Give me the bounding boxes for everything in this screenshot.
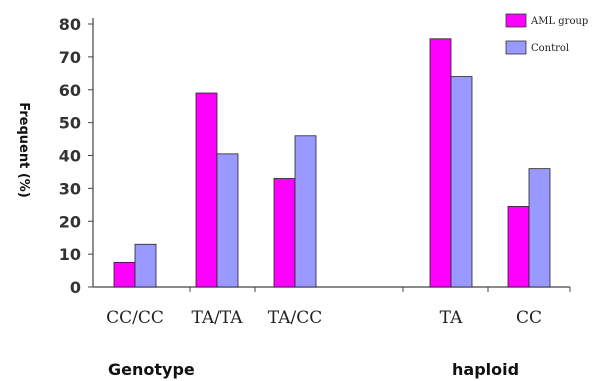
y-ticks: 0 10 20 30 40 50 60 70 80 xyxy=(59,15,571,297)
bar-aml-cc xyxy=(507,206,530,288)
x-tick-label: TA/CC xyxy=(268,308,322,328)
x-tick-label: CC xyxy=(516,308,542,328)
legend-label-control: Control xyxy=(531,43,569,54)
y-tick-label: 70 xyxy=(59,48,81,67)
legend: AML group Control xyxy=(505,13,588,55)
x-tick-labels: CC/CC TA/TA TA/CC TA CC xyxy=(106,308,542,328)
y-tick-label: 80 xyxy=(59,15,81,34)
y-tick-label: 0 xyxy=(70,278,81,297)
x-tick-label: TA xyxy=(440,308,463,328)
legend-label-aml: AML group xyxy=(530,16,588,27)
bar-control-ta-ta xyxy=(216,153,239,288)
bar-control-cc xyxy=(528,168,551,288)
x-tick-label: CC/CC xyxy=(106,308,164,328)
bar-control-ta-cc xyxy=(294,135,317,288)
legend-swatch-control xyxy=(505,40,527,55)
group-label-genotype: Genotype xyxy=(108,360,195,379)
bar-aml-ta xyxy=(429,38,452,288)
y-tick-label: 60 xyxy=(59,81,81,100)
bar-control-ta xyxy=(450,76,473,288)
bar-aml-ta-cc xyxy=(273,178,296,288)
y-tick-label: 40 xyxy=(59,147,81,166)
group-label-haploid: haploid xyxy=(452,360,519,379)
legend-swatch-aml xyxy=(505,13,527,28)
bar-aml-cc-cc xyxy=(113,261,136,288)
axes xyxy=(92,18,570,288)
bars xyxy=(113,38,551,288)
y-tick-label: 50 xyxy=(59,114,81,133)
y-tick-label: 30 xyxy=(59,179,81,198)
x-tick-label: TA/TA xyxy=(191,308,243,328)
y-tick-label: 10 xyxy=(59,245,81,264)
y-tick-label: 20 xyxy=(59,212,81,231)
y-axis-label: Frequent (%) xyxy=(16,102,31,198)
bar-aml-ta-ta xyxy=(195,92,218,288)
bar-control-cc-cc xyxy=(134,243,157,288)
